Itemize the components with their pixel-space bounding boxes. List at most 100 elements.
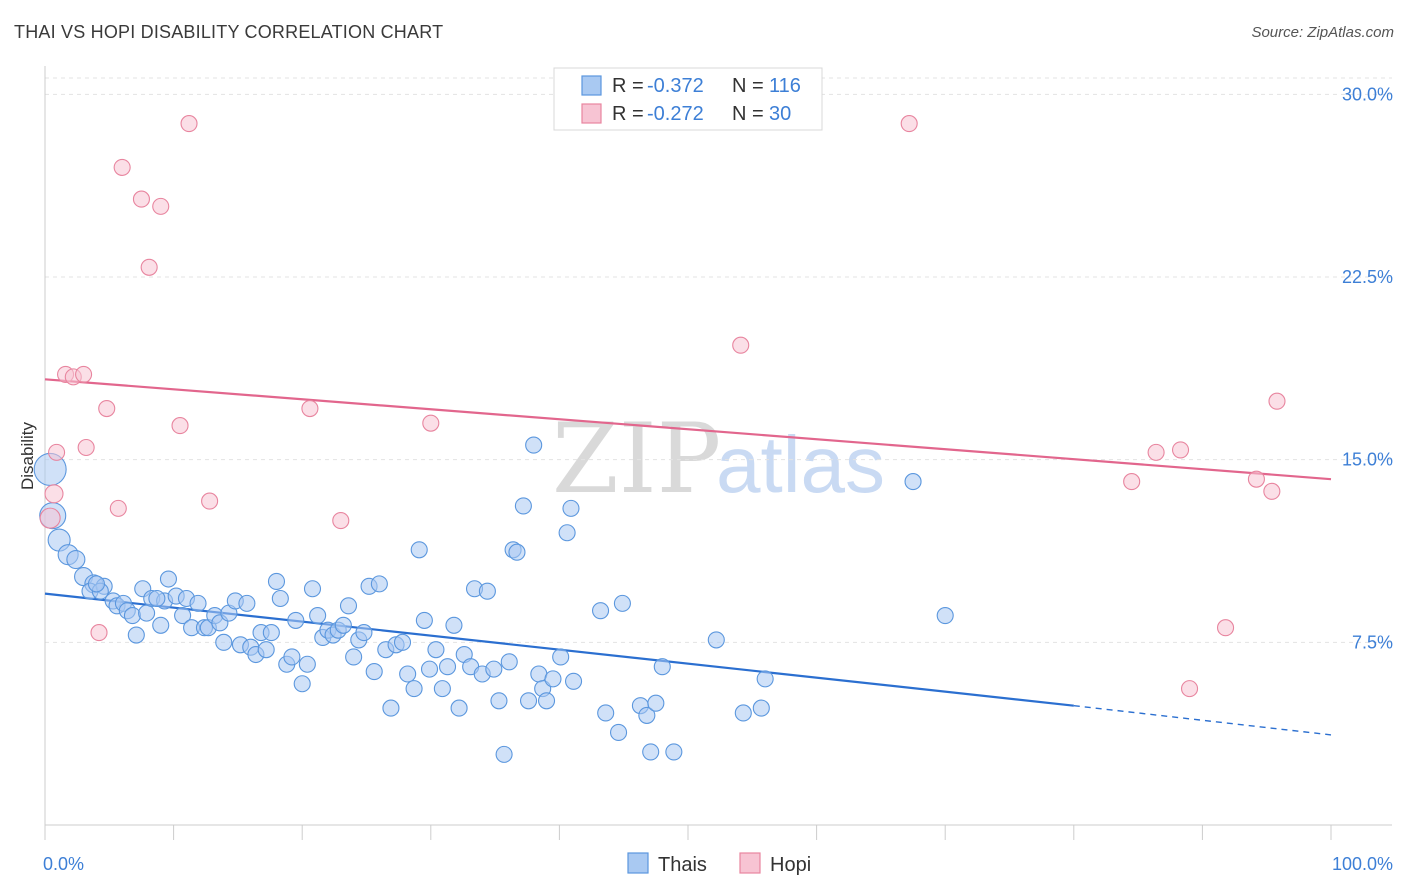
y-tick-label: 30.0%: [1342, 84, 1393, 104]
thais-point: [238, 594, 256, 612]
hopi-point: [48, 443, 66, 461]
thais-point: [370, 575, 388, 593]
thais-point: [138, 604, 156, 622]
thais-point: [707, 631, 725, 649]
hopi-point: [1147, 443, 1165, 461]
hopi-point: [98, 399, 116, 418]
legend-r-value-thais: -0.372: [647, 75, 704, 97]
legend-r-label: R =: [612, 103, 644, 125]
thais-point: [495, 745, 513, 763]
thais-point: [562, 499, 580, 517]
thais-point: [647, 694, 665, 712]
thais-point: [303, 580, 322, 598]
hopi-point: [1180, 680, 1199, 698]
hopi-point: [132, 190, 150, 208]
thais-point: [215, 633, 233, 651]
thais-point: [420, 660, 439, 678]
thais-point: [127, 626, 145, 644]
thais-point: [530, 665, 548, 683]
thais-point: [355, 624, 373, 642]
hopi-point: [75, 365, 93, 383]
thais-point: [665, 743, 683, 761]
thais-point: [613, 594, 631, 612]
legend-r-value-hopi: -0.272: [647, 103, 704, 125]
legend-r-label: R =: [612, 75, 644, 97]
thais-point: [427, 641, 445, 659]
trend-line-hopi: [44, 378, 1332, 481]
thais-point: [415, 611, 433, 629]
thais-point: [445, 616, 463, 634]
hopi-point: [732, 336, 750, 354]
watermark-atlas: atlas: [716, 420, 885, 509]
axes: 7.5% 15.0% 22.5% 30.0%: [44, 66, 1393, 840]
hopi-point: [77, 438, 95, 457]
thais-point: [159, 570, 178, 588]
hopi-point: [90, 624, 108, 642]
legend-n-label: N =: [732, 75, 764, 97]
x-tick-label-max: 100.0%: [1332, 854, 1393, 874]
thais-point: [564, 672, 583, 690]
thais-point: [558, 524, 576, 542]
thais-point: [405, 680, 423, 698]
thais-point: [382, 699, 400, 717]
thais-point: [257, 641, 275, 659]
thais-point: [653, 658, 671, 676]
thais-point: [345, 648, 363, 666]
trend-line-thais-extension: [1073, 704, 1332, 736]
hopi-point: [1263, 482, 1281, 500]
thais-point: [283, 648, 301, 666]
thais-point: [936, 606, 954, 625]
y-tick-label: 15.0%: [1342, 450, 1393, 470]
thais-point: [267, 572, 286, 591]
legend: R = -0.372 N = 116 R = -0.272 N = 30: [553, 67, 823, 131]
thais-point: [597, 704, 615, 722]
watermark: ZIP atlas: [552, 403, 885, 515]
thais-point: [298, 655, 316, 673]
thais-point: [433, 680, 451, 698]
hopi-point: [1171, 441, 1190, 459]
thais-point: [544, 670, 562, 688]
hopi-point: [332, 512, 350, 530]
source-label: Source: ZipAtlas.com: [1251, 24, 1394, 41]
bottom-legend-label-hopi: Hopi: [770, 854, 811, 876]
thais-point: [592, 602, 610, 620]
thais-point: [756, 670, 774, 688]
thais-point: [752, 699, 770, 717]
legend-n-value-hopi: 30: [769, 103, 791, 125]
y-tick-label: 7.5%: [1352, 632, 1393, 652]
gridlines: [45, 77, 1392, 643]
hopi-point: [44, 484, 64, 504]
hopi-point: [201, 492, 219, 510]
y-axis-title: Disability: [18, 421, 37, 490]
thais-point: [519, 692, 538, 710]
thais-point: [610, 723, 628, 742]
hopi-point: [113, 158, 131, 176]
thais-point: [399, 665, 417, 683]
thais-point: [734, 704, 752, 722]
thais-point: [66, 549, 86, 570]
thais-point: [537, 692, 556, 710]
hopi-point: [1123, 473, 1141, 491]
thais-point: [365, 663, 383, 681]
hopi-point: [152, 197, 170, 215]
thais-point: [293, 675, 311, 693]
bottom-legend-swatch-thais: [627, 852, 649, 874]
legend-swatch-hopi: [581, 103, 602, 124]
thais-point: [262, 624, 280, 642]
thais-point: [478, 582, 496, 600]
thais-point: [152, 616, 170, 634]
hopi-point: [140, 258, 158, 276]
hopi-point: [1216, 619, 1235, 637]
legend-swatch-thais: [581, 75, 602, 96]
thais-point: [148, 589, 166, 608]
thais-point: [309, 606, 327, 625]
thais-point: [287, 611, 305, 629]
thais-point: [123, 606, 141, 625]
data-points: [33, 115, 1286, 763]
bottom-legend-label-thais: Thais: [658, 854, 707, 876]
bottom-legend-swatch-hopi: [739, 852, 761, 874]
thais-point: [500, 653, 518, 671]
thais-point: [334, 616, 352, 634]
hopi-point: [422, 414, 440, 432]
